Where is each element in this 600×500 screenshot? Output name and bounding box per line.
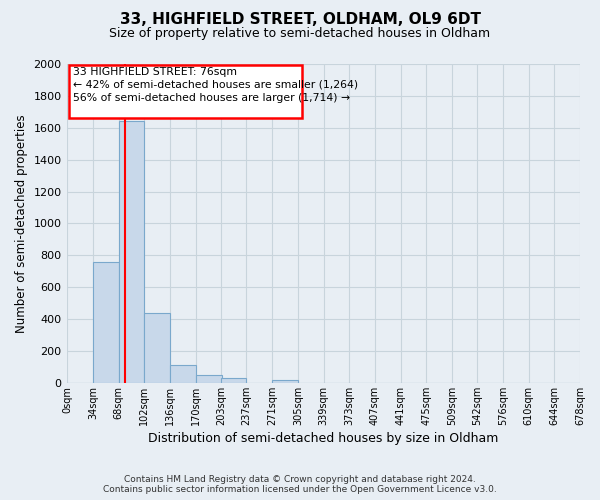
Bar [170,366,196,383]
X-axis label: Distribution of semi-detached houses by size in Oldham: Distribution of semi-detached houses by … [148,432,499,445]
Bar [272,380,298,383]
Y-axis label: Number of semi-detached properties: Number of semi-detached properties [15,114,28,333]
Bar [145,312,170,383]
Text: 33 HIGHFIELD STREET: 76sqm
← 42% of semi-detached houses are smaller (1,264)
56%: 33 HIGHFIELD STREET: 76sqm ← 42% of semi… [73,66,358,103]
Text: 33, HIGHFIELD STREET, OLDHAM, OL9 6DT: 33, HIGHFIELD STREET, OLDHAM, OL9 6DT [119,12,481,28]
Bar [196,374,221,383]
Bar [221,378,247,383]
FancyBboxPatch shape [69,65,302,118]
Bar [93,262,119,383]
Bar [119,122,145,383]
Text: Size of property relative to semi-detached houses in Oldham: Size of property relative to semi-detach… [109,28,491,40]
Text: Contains HM Land Registry data © Crown copyright and database right 2024.
Contai: Contains HM Land Registry data © Crown c… [103,474,497,494]
